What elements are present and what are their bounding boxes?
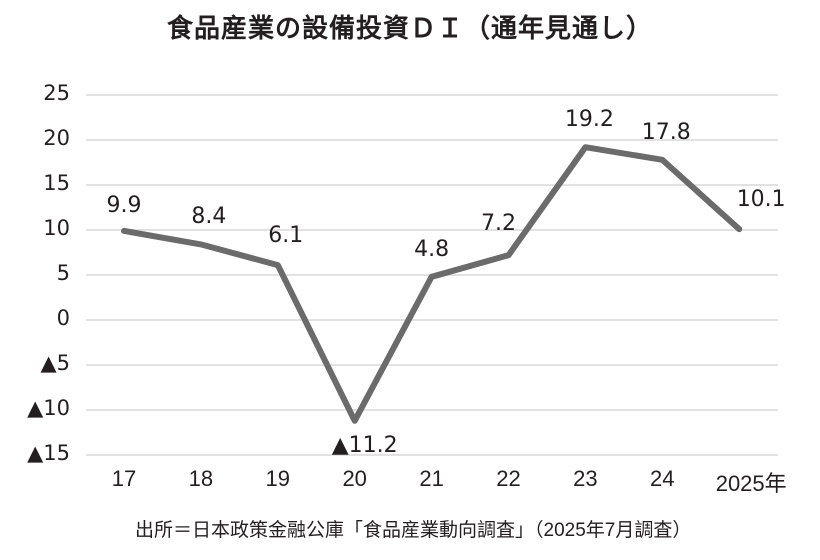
y-tick-label: 20 xyxy=(43,126,70,150)
y-tick-label: 10 xyxy=(43,216,70,240)
y-tick-label: 0 xyxy=(56,306,70,330)
gridlines xyxy=(86,94,778,456)
source-note: 出所＝日本政策金融公庫「食品産業動向調査」（2025年7月調査） xyxy=(135,520,692,541)
x-tick-label: 22 xyxy=(496,466,521,491)
data-label: 7.2 xyxy=(481,211,516,237)
y-tick-label: ▲10 xyxy=(27,396,70,420)
data-label: 17.8 xyxy=(641,119,691,145)
x-tick-label: 20 xyxy=(342,466,367,491)
data-label: 9.9 xyxy=(106,192,142,218)
chart-title: 食品産業の設備投資ＤＩ（通年見通し） xyxy=(166,14,653,44)
data-label: 8.4 xyxy=(191,204,227,230)
y-tick-label: 15 xyxy=(43,171,70,195)
data-label: 19.2 xyxy=(564,107,614,133)
y-tick-label: ▲5 xyxy=(40,351,70,375)
y-tick-label: 25 xyxy=(43,81,70,105)
data-label: 6.1 xyxy=(268,223,304,249)
x-tick-label: 17 xyxy=(111,466,137,491)
y-tick-label: 5 xyxy=(56,261,70,285)
x-tick-label: 18 xyxy=(188,466,214,491)
x-tick-label: 21 xyxy=(419,466,444,491)
y-tick-label: ▲15 xyxy=(27,441,70,465)
data-label: 4.8 xyxy=(414,236,450,262)
data-label: 10.1 xyxy=(736,187,786,213)
x-tick-label: 19 xyxy=(265,466,291,491)
x-tick-label: 2025年 xyxy=(715,471,787,496)
data-label: ▲11.2 xyxy=(331,432,398,458)
series-line xyxy=(121,144,743,424)
x-tick-label: 23 xyxy=(573,466,598,491)
x-tick-label: 24 xyxy=(650,466,675,491)
